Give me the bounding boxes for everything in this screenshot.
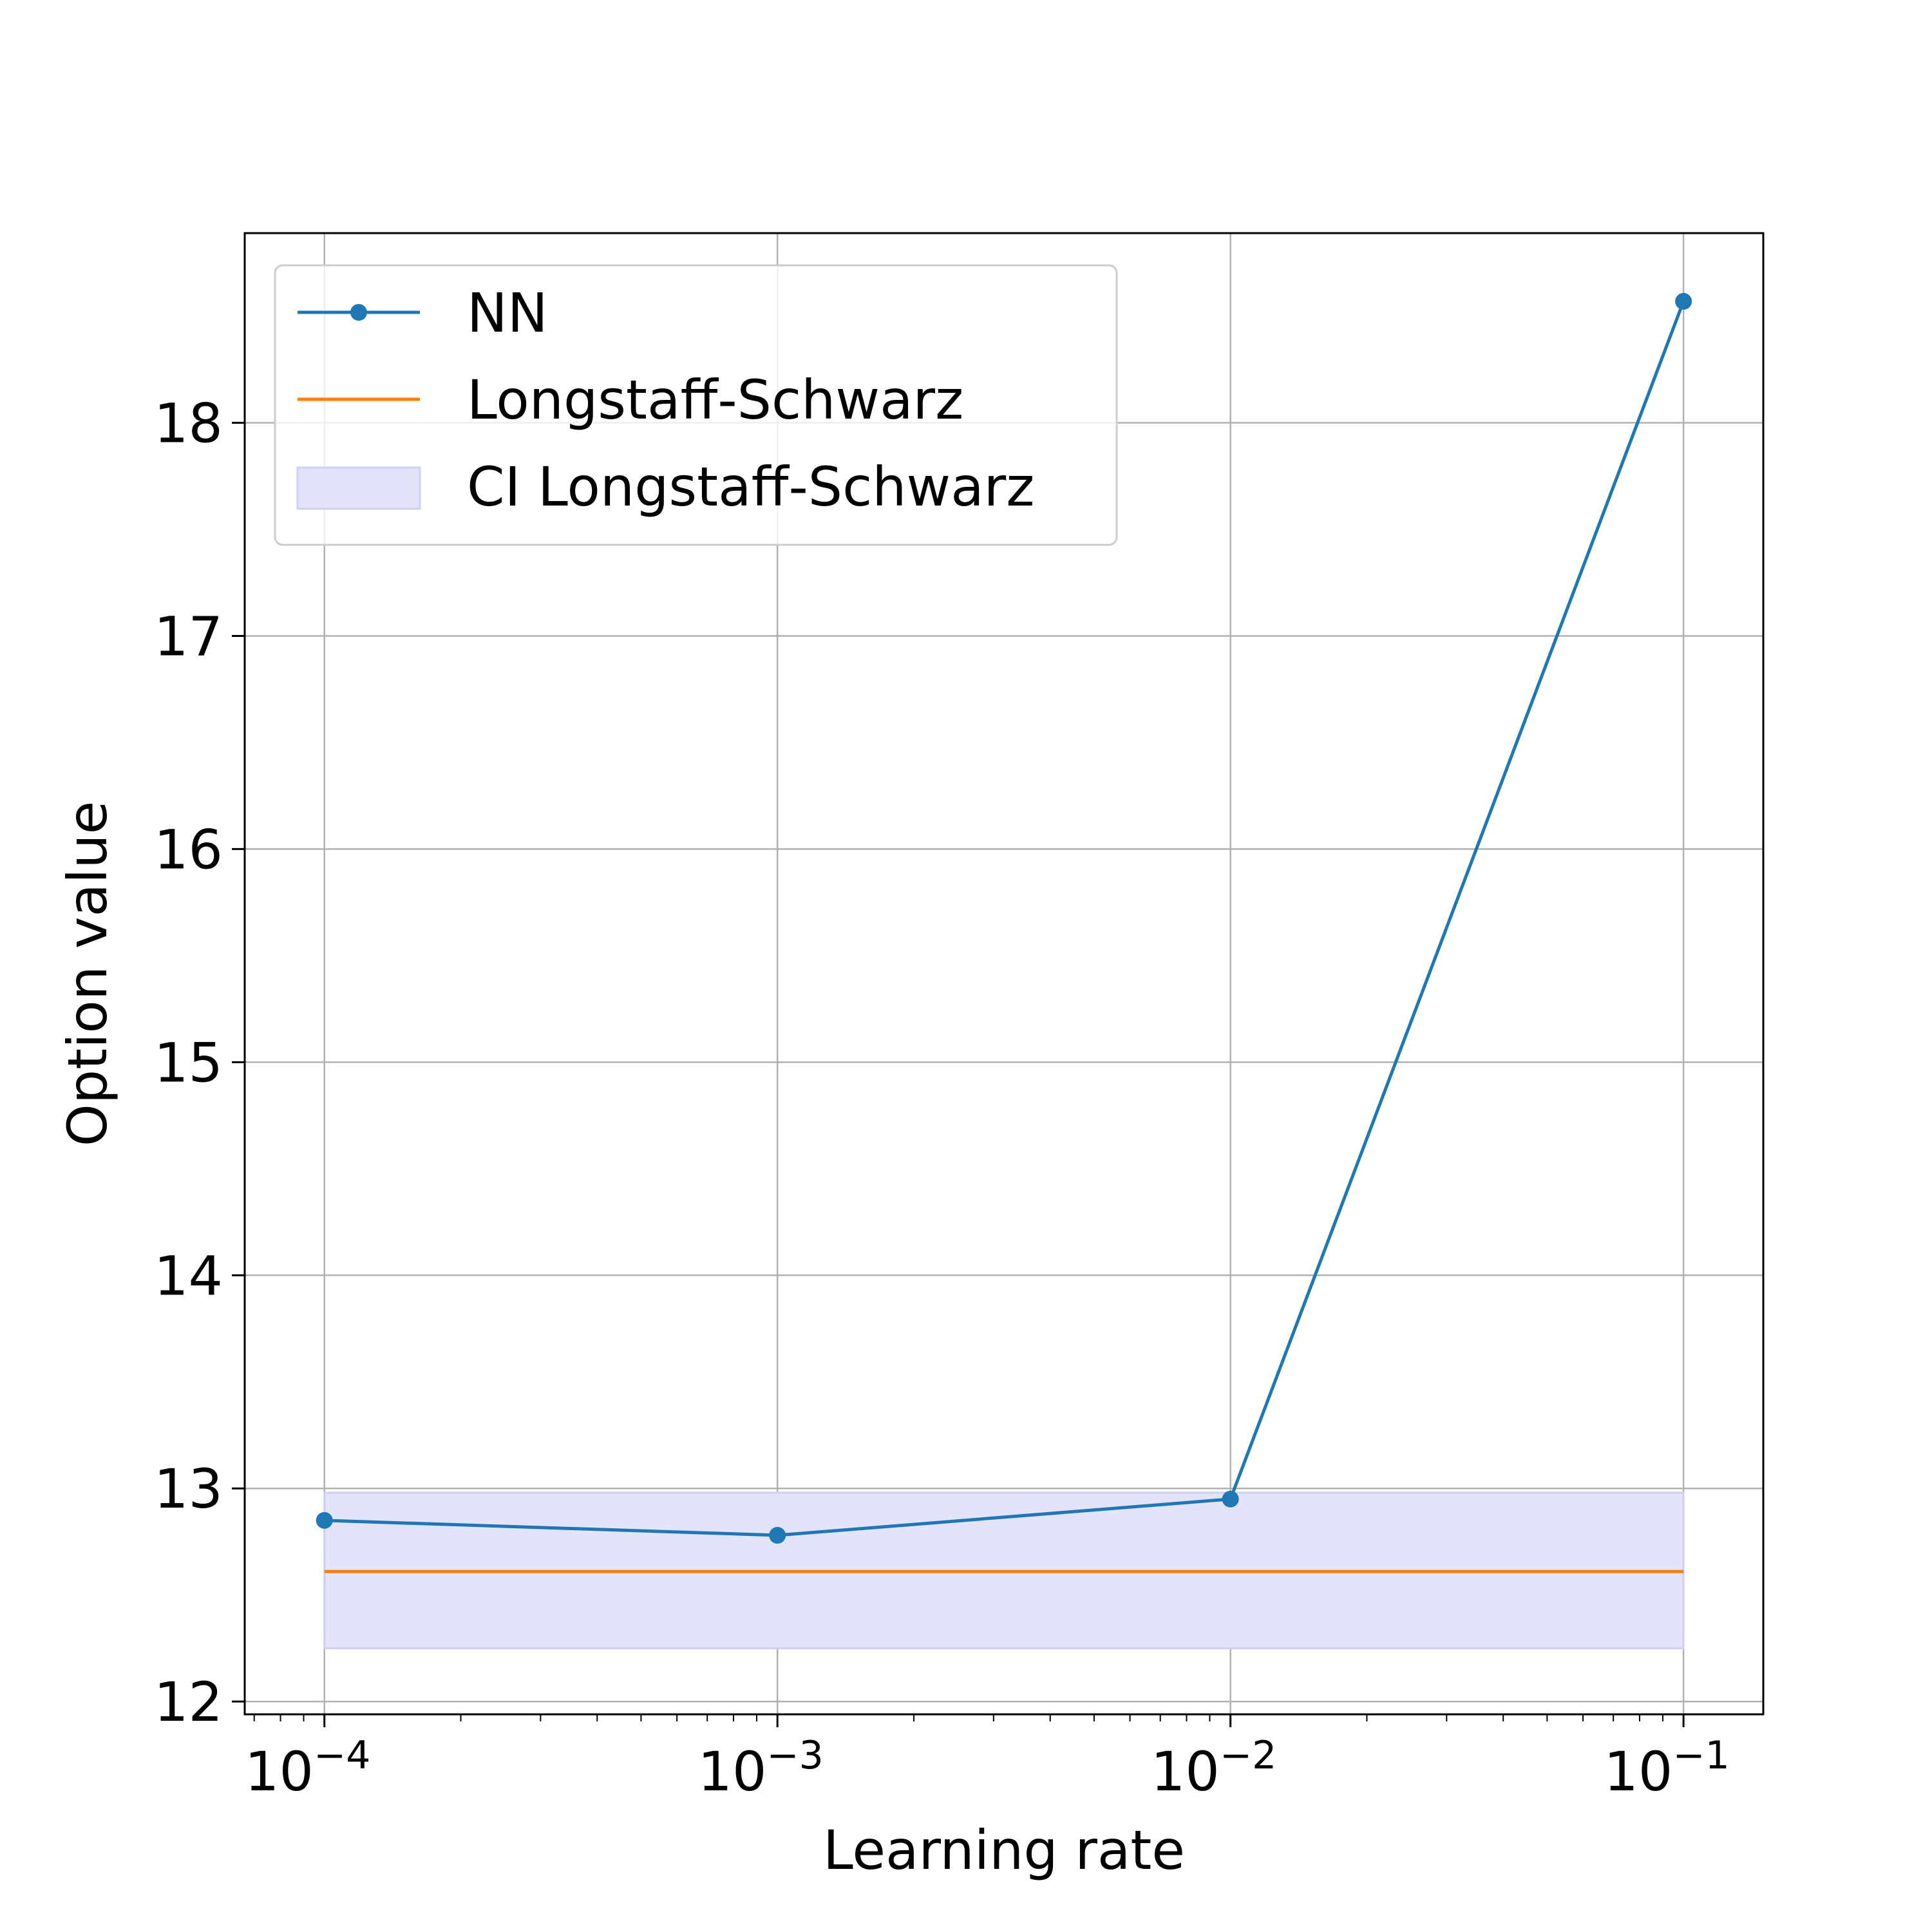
plot-area-frame xyxy=(243,232,1765,1716)
y-tick-label: 12 xyxy=(154,1671,223,1734)
x-tick-label: 10−4 xyxy=(245,1733,370,1803)
y-tick-label: 15 xyxy=(154,1031,223,1094)
y-tick-label: 17 xyxy=(154,605,223,668)
y-tick-label: 16 xyxy=(154,818,223,881)
axis-ticks xyxy=(232,422,1685,1727)
legend: NN Longstaff-Schwarz CI Longstaff-Schwar… xyxy=(274,264,1118,546)
x-tick-label: 10−2 xyxy=(1151,1733,1276,1803)
nn-series-line xyxy=(324,301,1685,1537)
series-layer xyxy=(316,292,1692,1573)
nn-point xyxy=(769,1527,786,1544)
nn-point xyxy=(1222,1490,1239,1508)
legend-label-nn: NN xyxy=(467,281,548,345)
y-axis-label: Option value xyxy=(56,801,119,1146)
legend-box xyxy=(274,264,1118,546)
legend-nn-marker-icon xyxy=(350,304,367,321)
x-tick-label: 10−1 xyxy=(1604,1733,1729,1803)
x-tick-label: 10−3 xyxy=(698,1733,824,1803)
y-tick-label: 13 xyxy=(154,1457,223,1520)
nn-point xyxy=(316,1511,333,1529)
nn-point xyxy=(1675,292,1692,310)
legend-label-ci-longstaff-schwarz: CI Longstaff-Schwarz xyxy=(467,455,1034,518)
legend-ci-patch-icon xyxy=(296,466,421,510)
x-axis-label: Learning rate xyxy=(823,1819,1185,1882)
y-tick-label: 18 xyxy=(154,392,223,455)
y-tick-label: 14 xyxy=(154,1244,223,1307)
legend-label-longstaff-schwarz: Longstaff-Schwarz xyxy=(467,368,963,431)
